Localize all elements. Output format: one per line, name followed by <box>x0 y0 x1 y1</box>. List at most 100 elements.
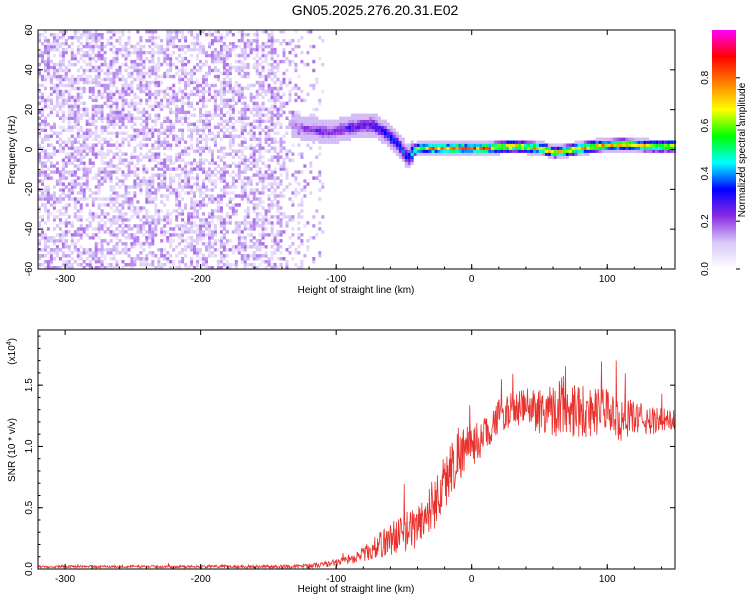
spectrogram-cell <box>139 71 143 76</box>
spectrogram-cell <box>273 125 277 129</box>
spectrogram-cell <box>225 50 229 55</box>
spectrogram-cell <box>249 143 253 147</box>
spectrogram-cell <box>115 233 119 237</box>
spectrogram-cell <box>279 212 283 216</box>
spectrogram-cell <box>121 194 125 198</box>
spectrogram-cell <box>145 221 149 225</box>
spectrogram-cell <box>434 140 438 144</box>
spectrogram-cell <box>88 170 92 174</box>
spectrogram-cell <box>219 122 223 126</box>
spectrogram-cell <box>240 194 244 198</box>
spectrogram-cell <box>46 53 50 58</box>
spectrogram-cell <box>88 146 92 150</box>
spectrogram-cell <box>571 149 575 153</box>
spectrogram-cell <box>178 194 182 198</box>
spectrogram-cell <box>550 152 554 156</box>
spectrogram-cell <box>44 233 47 237</box>
spectrogram-cell <box>389 146 393 150</box>
spectrogram-cell <box>154 44 158 49</box>
spectrogram-cell <box>109 83 113 88</box>
spectrogram-cell <box>133 44 137 49</box>
spectrogram-cell <box>372 125 375 129</box>
spectrogram-cell <box>601 140 605 144</box>
spectrogram-cell <box>243 56 247 61</box>
spectrogram-cell <box>38 68 41 73</box>
spectrogram-cell <box>109 116 113 120</box>
spectrogram-cell <box>285 131 289 135</box>
spectrogram-cell <box>202 200 205 204</box>
spectrogram-cell <box>386 122 390 126</box>
spectrogram-cell <box>76 68 80 73</box>
spectrogram-cell <box>178 77 182 82</box>
spectrogram-cell <box>148 71 152 76</box>
spectrogram-cell <box>82 89 86 94</box>
spectrogram-cell <box>61 260 65 264</box>
spectrogram-cell <box>121 62 125 67</box>
spectrogram-cell <box>219 89 223 94</box>
spectrogram-cell <box>70 161 74 165</box>
spectrogram-cell <box>246 245 250 249</box>
spectrogram-cell <box>88 62 92 67</box>
spectrogram-cell <box>222 59 226 64</box>
spectrogram-cell <box>625 146 629 150</box>
spectrogram-cell <box>228 131 232 135</box>
spectrogram-cell <box>294 92 298 97</box>
spectrogram-cell <box>100 68 104 73</box>
spectrogram-cell <box>154 164 158 168</box>
spectrogram-cell <box>46 134 50 138</box>
spectrogram-cell <box>213 185 217 189</box>
spectrogram-cell <box>136 236 140 240</box>
spectrogram-cell <box>73 197 77 201</box>
spectrogram-cell <box>270 251 274 255</box>
spectrogram-cell <box>46 197 50 201</box>
spectrogram-cell <box>210 200 214 204</box>
spectrogram-cell <box>61 119 65 123</box>
spectrogram-cell <box>190 206 194 210</box>
spectrogram-cell <box>38 36 41 40</box>
spectrogram-cell <box>178 119 182 123</box>
spectrogram-cell <box>306 116 310 120</box>
spectrogram-cell <box>157 188 161 192</box>
spectrogram-cell <box>288 62 292 67</box>
spectrogram-cell <box>184 44 188 49</box>
spectrogram-cell <box>91 257 95 261</box>
spectrogram-cell <box>190 74 194 79</box>
spectrogram-cell <box>193 167 196 171</box>
spectrogram-cell <box>118 42 122 46</box>
spectrogram-cell <box>258 119 262 123</box>
spectrogram-cell <box>500 146 504 150</box>
spectrogram-cell <box>41 254 44 258</box>
spectrogram-cell <box>112 218 116 222</box>
spectrogram-cell <box>392 143 396 147</box>
spectrogram-cell <box>264 107 268 112</box>
spectrogram-cell <box>565 143 569 147</box>
spectrogram-cell <box>58 92 62 97</box>
spectrogram-cell <box>127 47 131 52</box>
spectrogram-cell <box>76 176 80 180</box>
spectrogram-cell <box>258 203 262 207</box>
spectrogram-cell <box>246 164 250 168</box>
spectrogram-cell <box>181 257 185 261</box>
spectrogram-cell <box>166 33 170 37</box>
spectrogram-cell <box>264 53 268 58</box>
spectrogram-cell <box>44 125 47 129</box>
spectrogram-cell <box>243 53 247 58</box>
spectrogram-cell <box>398 149 402 153</box>
spectrogram-cell <box>85 251 89 255</box>
spectrogram-cell <box>208 248 211 252</box>
spectrogram-cell <box>228 107 232 112</box>
spectrogram-cell <box>73 140 77 144</box>
spectrogram-cell <box>202 203 205 207</box>
spectrogram-cell <box>106 164 110 168</box>
spectrogram-cell <box>139 251 143 255</box>
spectrogram-cell <box>616 137 620 141</box>
spectrogram-cell <box>643 146 647 150</box>
spectrogram-cell <box>163 56 167 61</box>
spectrogram-cell <box>109 42 113 46</box>
spectrogram-cell <box>190 47 194 52</box>
spectrogram-cell <box>219 56 223 61</box>
spectrogram-cell <box>154 233 158 237</box>
spectrogram-cell <box>85 167 89 171</box>
spectrogram-cell <box>258 131 262 135</box>
spectrogram-cell <box>243 215 247 219</box>
